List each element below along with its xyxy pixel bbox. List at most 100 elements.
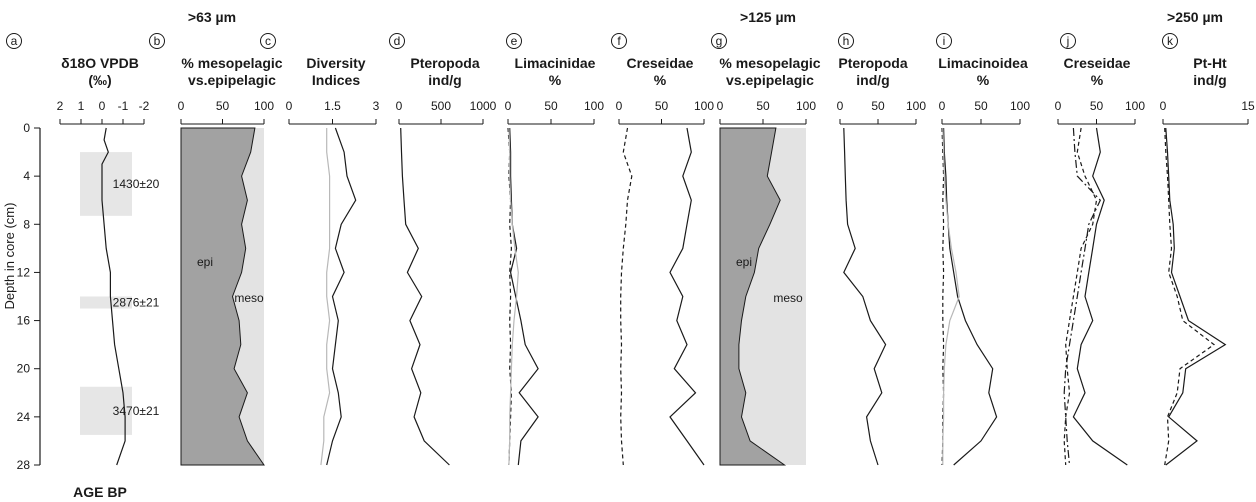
x-tick-label: 100: [1125, 99, 1145, 113]
x-tick-label: 0: [1160, 99, 1167, 113]
panel-i: i Limacinoidea% 0 50 100: [936, 33, 1030, 466]
panel-title: vs.epipelagic: [726, 72, 814, 88]
panel-letter-circle: [711, 33, 727, 49]
panel-letter-circle: [6, 33, 22, 49]
age-label: AGE BP: [73, 484, 127, 500]
panel-title: Pteropoda: [838, 55, 907, 71]
y-tick-label: 0: [23, 121, 30, 135]
series-line-solid: [400, 127, 450, 466]
x-tick-label: 0: [1055, 99, 1062, 113]
panel-letter: h: [843, 34, 850, 48]
age-band: [80, 152, 132, 216]
panel-title: Limacinidae: [515, 55, 596, 71]
panel-letter: i: [943, 34, 946, 48]
size-header-63: >63 µm: [188, 9, 236, 25]
x-tick-label: 0: [178, 99, 185, 113]
series-line-solid: [1165, 127, 1227, 466]
x-tick-label: 1.5: [324, 99, 341, 113]
panel-title: δ18O VPDB: [61, 55, 139, 71]
y-axis-label: Depth in core (cm): [2, 203, 17, 310]
y-tick-label: 20: [17, 362, 31, 376]
panel-letter: c: [265, 34, 271, 48]
panel-title: (‰): [88, 72, 111, 88]
x-tick-label: 0: [616, 99, 623, 113]
panel-letter: d: [394, 34, 401, 48]
age-band: [80, 296, 132, 309]
x-tick-label: -2: [139, 99, 150, 113]
panel-letter: g: [716, 34, 723, 48]
area-label-epi: epi: [197, 255, 213, 269]
series-line-solid: [1072, 127, 1128, 466]
y-tick-label: 24: [17, 410, 31, 424]
panel-letter-circle: [1060, 33, 1076, 49]
y-tick-label: 12: [17, 265, 31, 279]
panel-title: Pt-Ht: [1193, 55, 1227, 71]
age-band-label: 1430±20: [113, 177, 160, 191]
panel-title: %: [654, 72, 667, 88]
x-tick-label: 50: [544, 99, 558, 113]
series-line-solid: [669, 127, 705, 466]
series-line-dashdot: [1063, 127, 1102, 466]
x-tick-label: 500: [431, 99, 451, 113]
panel-f: f Creseidae% 0 50 100: [611, 33, 714, 466]
x-tick-label: 50: [756, 99, 770, 113]
x-tick-label: 0: [286, 99, 293, 113]
panel-title: Indices: [312, 72, 360, 88]
series-line-solid: [843, 127, 887, 466]
panel-title: % mesopelagic: [181, 55, 282, 71]
x-tick-label: 0: [396, 99, 403, 113]
panel-e: e Limacinidae% 0 50 100: [505, 33, 604, 466]
x-tick-label: 100: [906, 99, 926, 113]
size-header-250: >250 µm: [1167, 9, 1223, 25]
panel-title: ind/g: [856, 72, 889, 88]
panel-j: j Creseidae% 0 50 100: [1055, 33, 1145, 466]
y-axis: 0 4 8 12 16 20 24 28: [17, 121, 41, 472]
series-line-solid: [943, 127, 998, 466]
panel-letter: a: [11, 34, 18, 48]
panel-letter: k: [1167, 34, 1174, 48]
x-tick-label: 1000: [470, 99, 497, 113]
x-tick-label: 3: [373, 99, 380, 113]
series-line-grey: [508, 127, 519, 466]
area-epi: [719, 127, 787, 466]
x-tick-label: 0: [837, 99, 844, 113]
panel-letter: b: [154, 34, 161, 48]
panel-letter: e: [511, 34, 518, 48]
x-tick-label: 0: [717, 99, 724, 113]
panel-letter: f: [617, 34, 621, 48]
age-band-label: 2876±21: [113, 296, 160, 310]
panel-title: Pteropoda: [410, 55, 479, 71]
panel-title: Diversity: [306, 55, 365, 71]
x-tick-label: 100: [796, 99, 816, 113]
y-tick-label: 28: [17, 458, 31, 472]
series-line-grey: [320, 128, 331, 466]
size-header-125: >125 µm: [740, 9, 796, 25]
panel-letter-circle: [838, 33, 854, 49]
x-tick-label: -1: [118, 99, 129, 113]
x-tick-label: 15: [1241, 99, 1255, 113]
series-line-solid: [509, 127, 539, 466]
panel-title: Creseidae: [627, 55, 694, 71]
y-tick-label: 8: [23, 217, 30, 231]
age-band-label: 3470±21: [113, 404, 160, 418]
panel-title: %: [977, 72, 990, 88]
panel-title: Limacinoidea: [938, 55, 1028, 71]
panel-letter-circle: [506, 33, 522, 49]
panel-letter-circle: [936, 33, 952, 49]
area-label-epi: epi: [736, 255, 752, 269]
series-line-dashed: [1063, 127, 1098, 466]
panel-letter-circle: [260, 33, 276, 49]
series-line-solid: [101, 127, 126, 466]
x-tick-label: 100: [1010, 99, 1030, 113]
panel-letter-circle: [1162, 33, 1178, 49]
panel-letter-circle: [389, 33, 405, 49]
panel-letter-circle: [149, 33, 165, 49]
x-tick-label: 0: [939, 99, 946, 113]
